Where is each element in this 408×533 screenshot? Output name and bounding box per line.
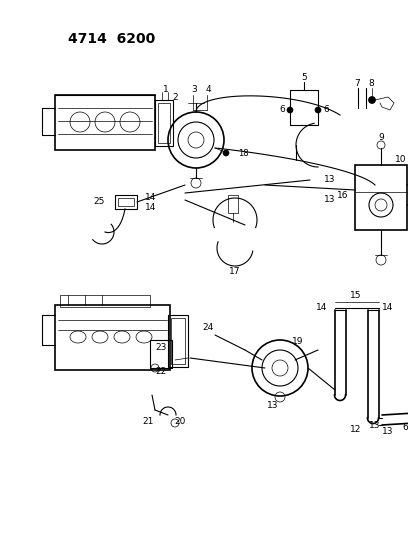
Text: 7: 7 xyxy=(354,78,360,87)
Text: 13: 13 xyxy=(324,175,336,184)
Circle shape xyxy=(223,150,229,156)
Text: 6: 6 xyxy=(279,106,285,115)
Text: 14: 14 xyxy=(316,303,328,312)
Text: 9: 9 xyxy=(378,133,384,142)
Text: 13: 13 xyxy=(382,427,394,437)
Text: 14: 14 xyxy=(145,203,156,212)
Text: 4: 4 xyxy=(205,85,211,94)
Text: 21: 21 xyxy=(142,417,154,426)
Circle shape xyxy=(252,340,308,396)
Bar xyxy=(60,295,150,307)
Text: 5: 5 xyxy=(301,74,307,83)
Text: 25: 25 xyxy=(93,198,105,206)
Bar xyxy=(55,305,170,370)
Text: 4714  6200: 4714 6200 xyxy=(68,32,155,46)
Text: 10: 10 xyxy=(395,156,406,165)
Text: 18: 18 xyxy=(238,149,248,157)
Text: 3: 3 xyxy=(191,85,197,94)
Bar xyxy=(55,95,155,150)
Text: 15: 15 xyxy=(350,290,362,300)
Text: 20: 20 xyxy=(174,417,186,426)
Text: 13: 13 xyxy=(369,421,381,430)
Bar xyxy=(158,103,170,143)
Bar xyxy=(150,340,172,368)
Text: 13: 13 xyxy=(267,401,279,410)
Circle shape xyxy=(315,107,321,113)
Text: 13: 13 xyxy=(324,196,336,205)
Text: 12: 12 xyxy=(350,425,361,434)
Text: 14: 14 xyxy=(382,303,394,312)
Circle shape xyxy=(368,96,375,103)
Text: 8: 8 xyxy=(368,78,374,87)
Text: 1: 1 xyxy=(163,85,169,94)
Bar xyxy=(168,315,188,367)
Bar xyxy=(355,165,407,230)
Circle shape xyxy=(287,107,293,113)
Bar xyxy=(118,198,134,206)
Bar xyxy=(171,318,185,364)
Text: 19: 19 xyxy=(292,337,304,346)
Text: 2: 2 xyxy=(172,93,178,102)
Bar xyxy=(115,195,137,209)
Text: 17: 17 xyxy=(229,268,241,277)
Bar xyxy=(228,195,238,213)
Text: 16: 16 xyxy=(337,190,348,199)
Text: 22: 22 xyxy=(155,367,166,376)
Text: 23: 23 xyxy=(155,343,167,352)
Text: 6: 6 xyxy=(402,424,408,432)
Text: 24: 24 xyxy=(202,324,214,333)
Text: 14: 14 xyxy=(145,192,156,201)
Text: 6: 6 xyxy=(323,106,329,115)
Bar xyxy=(155,100,173,146)
